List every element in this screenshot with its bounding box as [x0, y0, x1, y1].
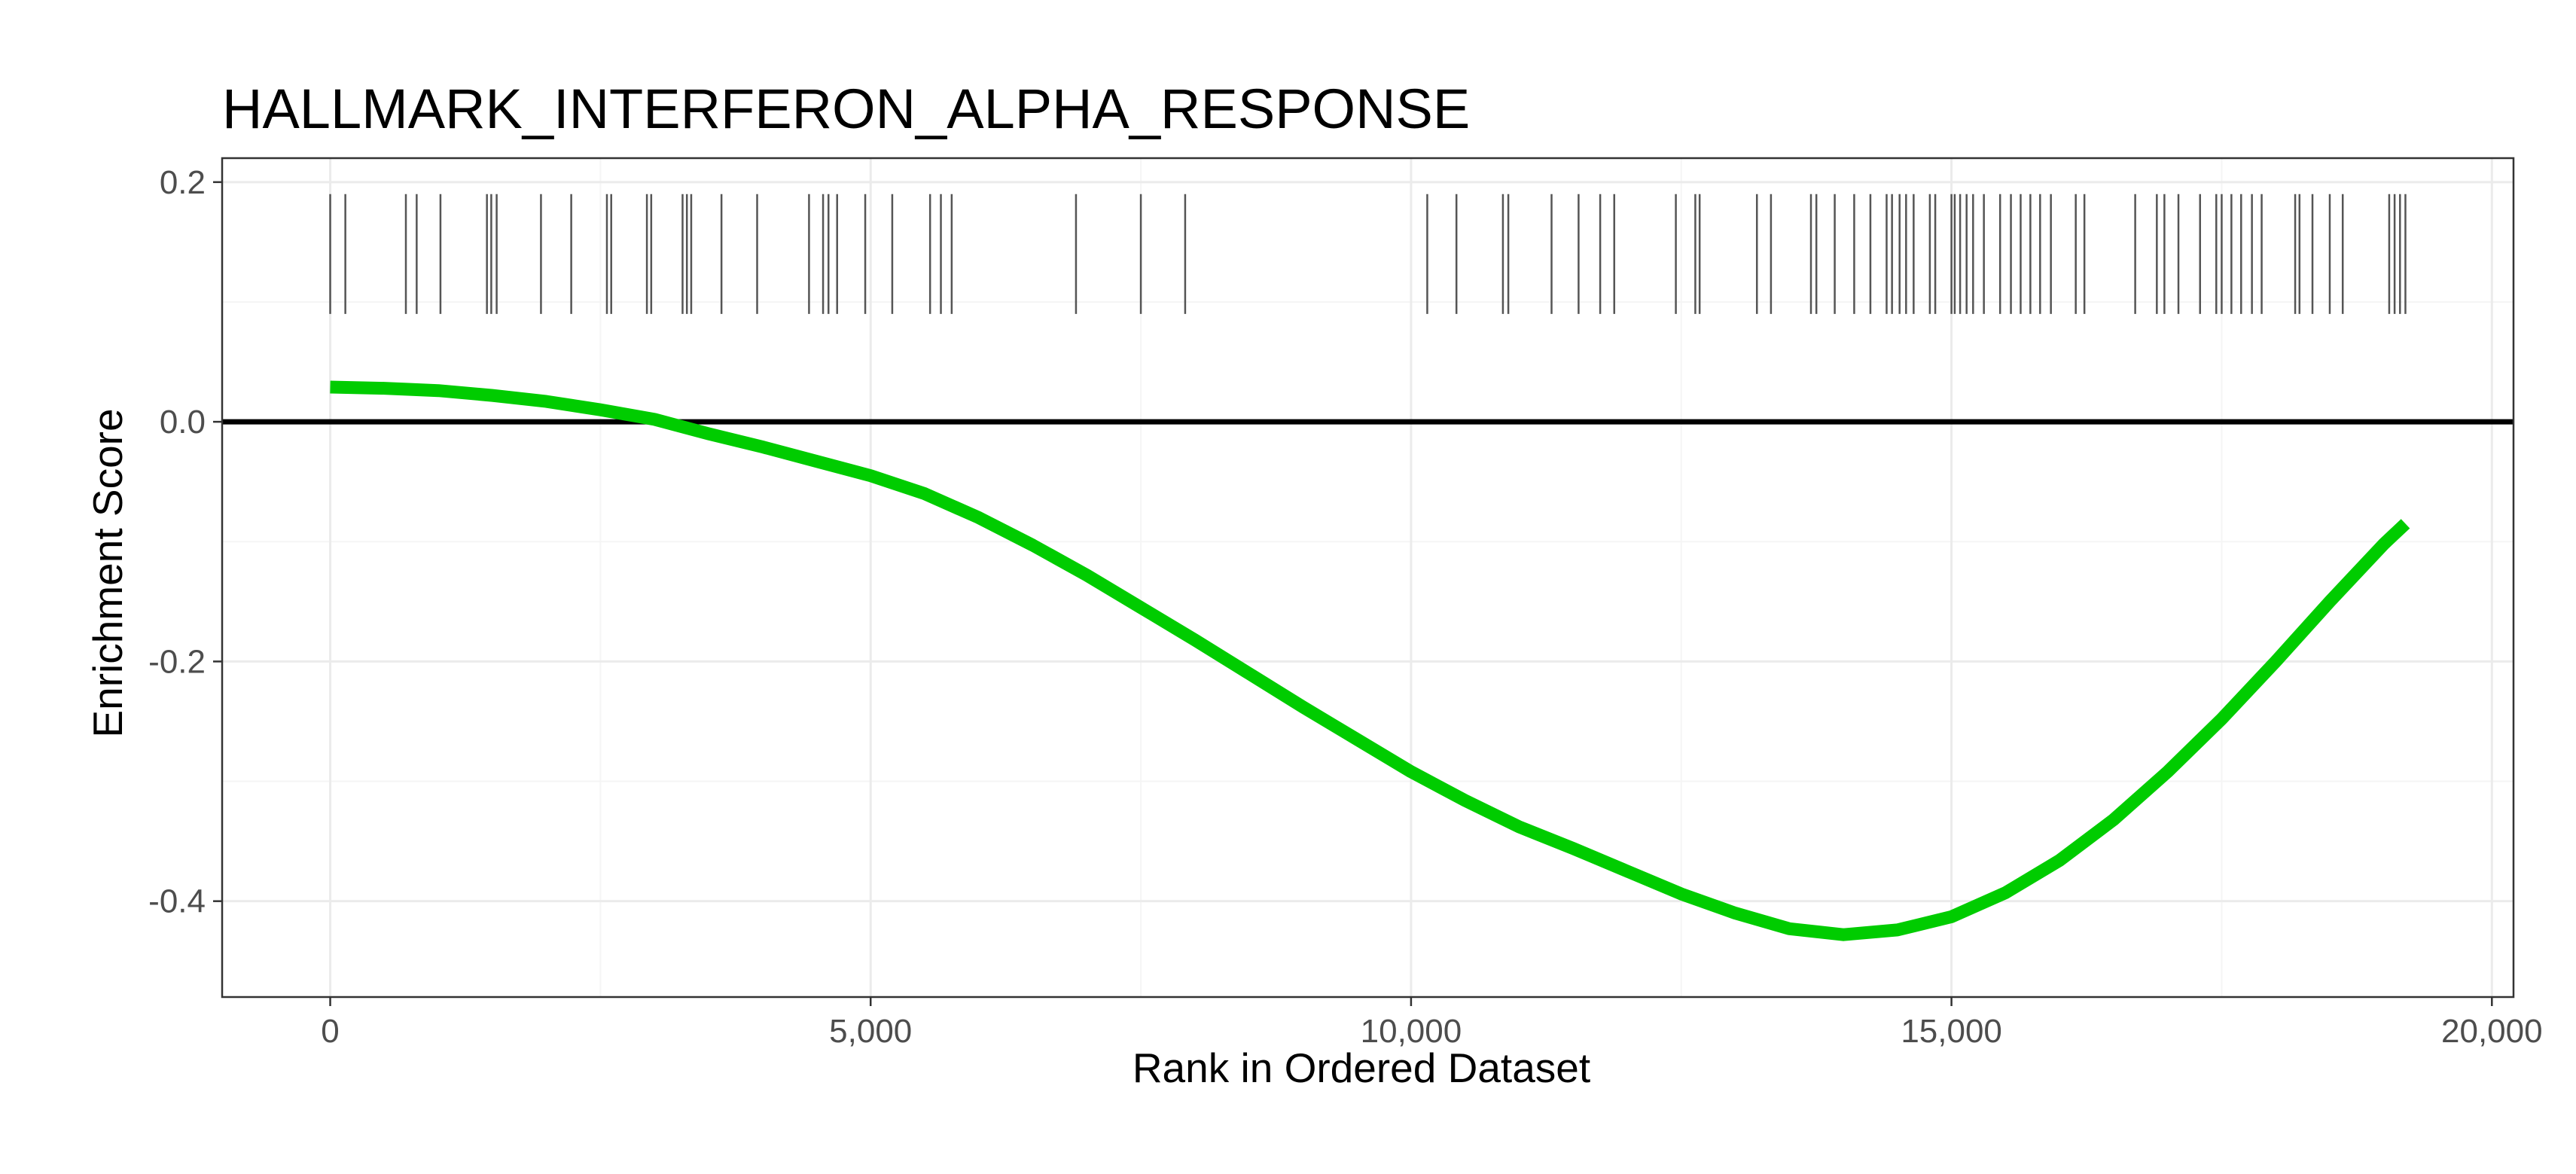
y-tick-label: 0.2 [160, 164, 206, 201]
x-tick-label: 5,000 [829, 1013, 912, 1050]
x-tick-label: 0 [321, 1013, 339, 1050]
y-axis-title: Enrichment Score [84, 408, 131, 737]
gene-hit-marks [329, 194, 2407, 314]
x-tick-label: 10,000 [1361, 1013, 1462, 1050]
y-tick-label: -0.2 [148, 643, 206, 680]
enrichment-curve [330, 380, 2410, 941]
panel-border [221, 157, 2515, 999]
x-tick-label: 20,000 [2441, 1013, 2543, 1050]
y-tick-label: 0.0 [160, 404, 206, 441]
chart-title: HALLMARK_INTERFERON_ALPHA_RESPONSE [222, 78, 1470, 140]
y-tick-label: -0.4 [148, 883, 206, 920]
x-axis-title: Rank in Ordered Dataset [1133, 1044, 1590, 1091]
axis-ticks [213, 181, 2493, 1006]
x-tick-label: 15,000 [1901, 1013, 2002, 1050]
tick-labels: 0 5,000 10,000 15,000 20,000 0.2 0.0 -0.2 -0.4 [148, 164, 2542, 1050]
